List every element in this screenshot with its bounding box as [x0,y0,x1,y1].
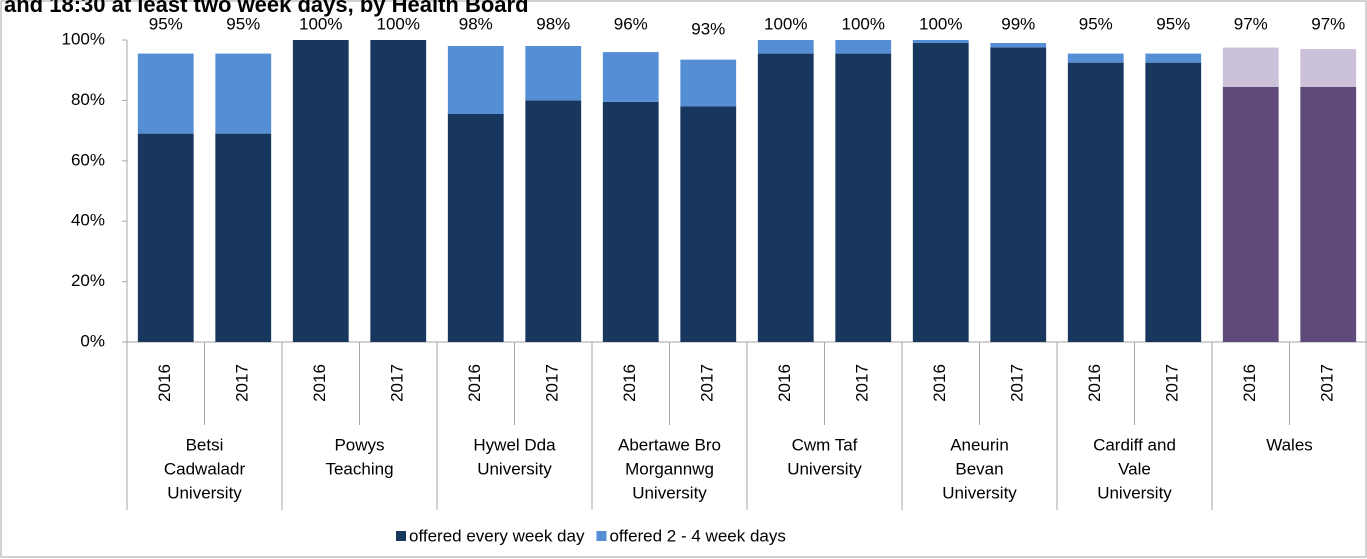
bar-segment [990,43,1047,48]
group-label: Morgannwg [625,459,714,478]
bar-segment [292,40,349,342]
group-label: University [787,459,862,478]
chart-title: and 18:30 at least two week days, by Hea… [4,0,529,17]
total-label: 100% [919,14,962,33]
bar-segment [912,40,969,44]
group-label: University [632,483,707,502]
legend-swatch [396,531,406,541]
bar-segment [602,101,659,342]
x-tick-label: 2016 [620,364,639,402]
bar-segment [137,133,194,342]
x-tick-label: 2016 [1085,364,1104,402]
bar-segment [137,53,194,134]
bar-segment [215,53,272,134]
bar-segment [525,100,582,343]
group-label: Betsi [186,435,224,454]
x-tick-label: 2016 [930,364,949,402]
bar-segment [835,40,892,54]
x-tick-label: 2017 [853,364,872,402]
total-label: 99% [1001,14,1035,33]
group-label: Teaching [325,459,393,478]
bar-segment [1300,86,1357,342]
y-tick-label: 100% [62,29,105,48]
group-label: University [477,459,552,478]
legend-label: offered 2 - 4 week days [609,526,785,545]
x-tick-label: 2016 [155,364,174,402]
group-label: Cadwaladr [164,459,246,478]
group-label: University [1097,483,1172,502]
group-label: Vale [1118,459,1151,478]
bar-segment [602,52,659,102]
x-tick-label: 2017 [1163,364,1182,402]
y-tick-label: 40% [71,211,105,230]
x-tick-label: 2017 [698,364,717,402]
bar-segment [1222,47,1279,87]
group-label: Cwm Taf [792,435,858,454]
y-tick-label: 20% [71,271,105,290]
total-label: 98% [459,14,493,33]
group-label: Aneurin [950,435,1009,454]
total-label: 95% [149,14,183,33]
bar-segment [1222,86,1279,342]
bar-segment [215,133,272,342]
bar-segment [757,53,814,343]
x-tick-label: 2017 [1318,364,1337,402]
bar-segment [835,53,892,343]
group-label: Abertawe Bro [618,435,721,454]
bar-segment [1145,53,1202,63]
bar-segment [447,113,504,343]
total-label: 95% [226,14,260,33]
total-label: 98% [536,14,570,33]
bar-segment [370,40,427,342]
x-tick-label: 2016 [775,364,794,402]
x-tick-label: 2017 [1008,364,1027,402]
bar-segment [1067,62,1124,343]
legend-label: offered every week day [409,526,585,545]
bar-segment [1300,49,1357,87]
total-label: 96% [614,14,648,33]
y-tick-label: 60% [71,150,105,169]
y-tick-label: 0% [80,331,105,350]
bar-segment [990,47,1047,343]
bar-segment [447,46,504,114]
total-label: 95% [1156,14,1190,33]
total-label: 95% [1079,14,1113,33]
total-label: 100% [842,14,885,33]
group-label: Powys [334,435,384,454]
x-tick-label: 2017 [388,364,407,402]
total-label: 97% [1311,14,1345,33]
group-label: Wales [1266,435,1313,454]
group-label: University [167,483,242,502]
bar-segment [680,59,737,107]
bar-segment [757,40,814,54]
x-tick-label: 2017 [543,364,562,402]
y-tick-label: 80% [71,90,105,109]
total-label: 97% [1234,14,1268,33]
group-label: Cardiff and [1093,435,1176,454]
legend-swatch [596,531,607,541]
group-label: University [942,483,1017,502]
bar-segment [680,106,737,342]
bar-segment [1067,53,1124,63]
bar-segment [1145,62,1202,343]
total-label: 100% [377,14,420,33]
bar-segment [525,46,582,101]
x-tick-label: 2017 [233,364,252,402]
total-label: 93% [691,19,725,38]
group-label: Bevan [955,459,1003,478]
total-label: 100% [299,14,342,33]
x-tick-label: 2016 [465,364,484,402]
x-tick-label: 2016 [1240,364,1259,402]
x-tick-label: 2016 [310,364,329,402]
total-label: 100% [764,14,807,33]
bar-segment [912,43,969,343]
group-label: Hywel Dda [473,435,556,454]
